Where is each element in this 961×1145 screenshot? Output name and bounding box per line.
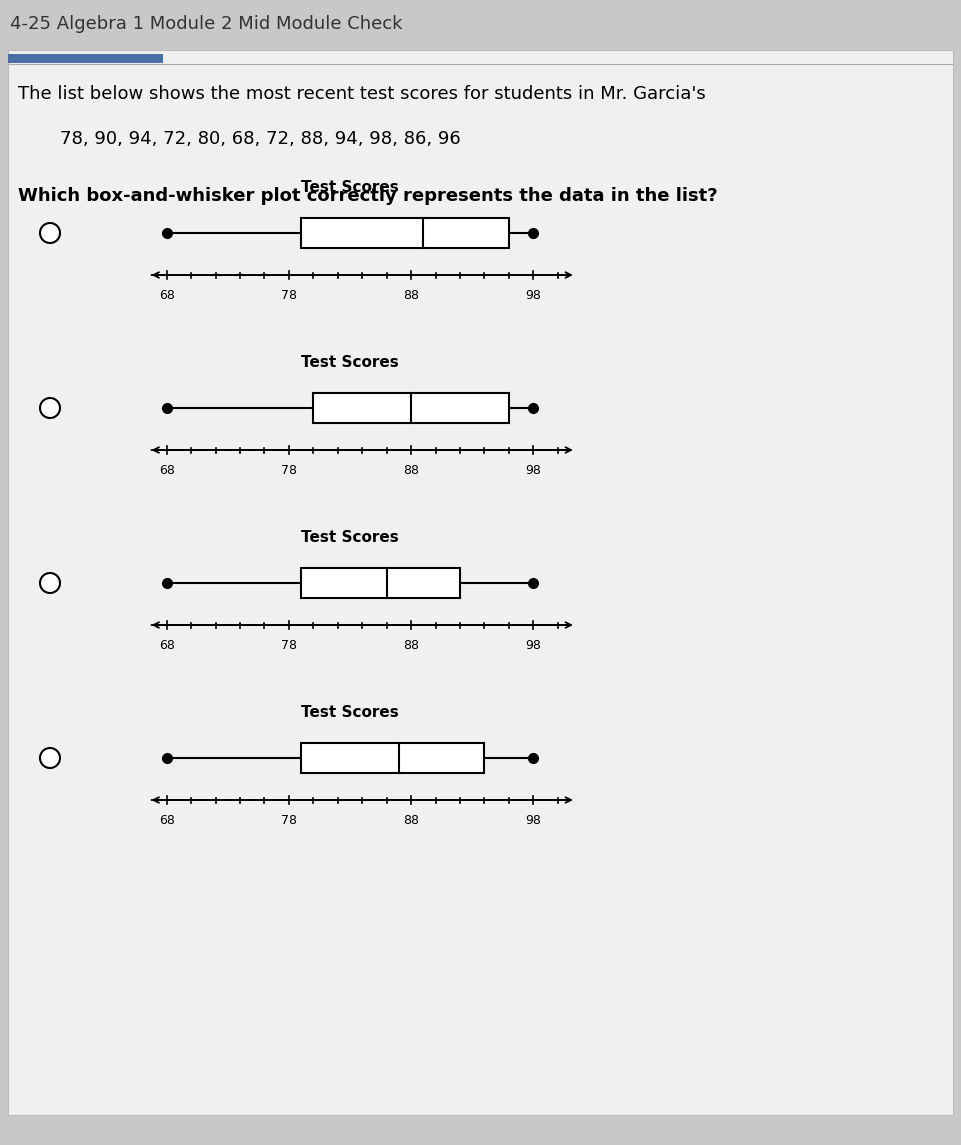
Text: Test Scores: Test Scores <box>301 705 399 720</box>
Text: 98: 98 <box>526 289 541 302</box>
Text: 88: 88 <box>403 814 419 827</box>
Text: 98: 98 <box>526 464 541 477</box>
Text: 88: 88 <box>403 289 419 302</box>
Text: 78: 78 <box>281 289 297 302</box>
Text: Test Scores: Test Scores <box>301 530 399 545</box>
Text: 68: 68 <box>159 639 175 652</box>
Bar <box>301 568 460 598</box>
Text: 68: 68 <box>159 814 175 827</box>
Circle shape <box>40 398 60 418</box>
Text: Which box-and-whisker plot correctly represents the data in the list?: Which box-and-whisker plot correctly rep… <box>18 187 718 205</box>
Bar <box>301 743 484 773</box>
Text: 78: 78 <box>281 464 297 477</box>
Bar <box>8 54 163 63</box>
Text: 88: 88 <box>403 464 419 477</box>
Text: 4-25 Algebra 1 Module 2 Mid Module Check: 4-25 Algebra 1 Module 2 Mid Module Check <box>10 15 403 33</box>
Text: 98: 98 <box>526 639 541 652</box>
Text: The list below shows the most recent test scores for students in Mr. Garcia's: The list below shows the most recent tes… <box>18 85 705 103</box>
Text: 78, 90, 94, 72, 80, 68, 72, 88, 94, 98, 86, 96: 78, 90, 94, 72, 80, 68, 72, 88, 94, 98, … <box>60 131 460 148</box>
Text: 98: 98 <box>526 814 541 827</box>
Bar <box>313 393 509 423</box>
Text: 88: 88 <box>403 639 419 652</box>
Text: Test Scores: Test Scores <box>301 180 399 195</box>
Text: 78: 78 <box>281 639 297 652</box>
Text: Test Scores: Test Scores <box>301 355 399 370</box>
Circle shape <box>40 748 60 768</box>
Circle shape <box>40 572 60 593</box>
Text: 78: 78 <box>281 814 297 827</box>
Text: 68: 68 <box>159 289 175 302</box>
Bar <box>301 218 509 248</box>
Circle shape <box>40 223 60 243</box>
Text: 68: 68 <box>159 464 175 477</box>
